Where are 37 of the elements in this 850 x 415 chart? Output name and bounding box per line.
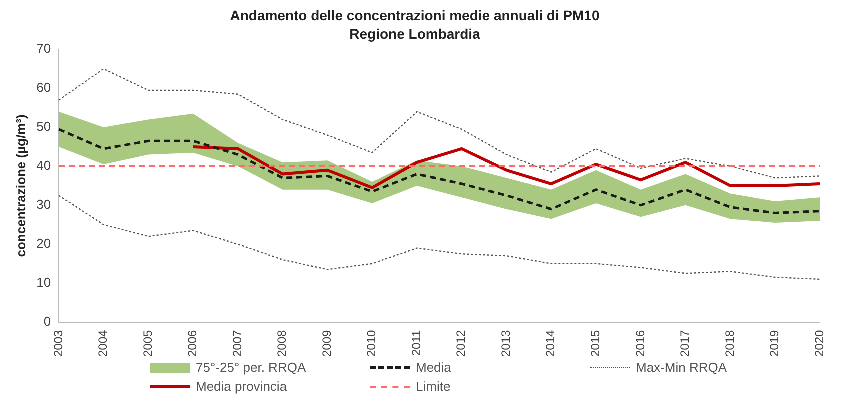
x-tick-label: 2004 [96, 330, 110, 358]
x-tick-label: 2005 [140, 330, 155, 358]
chart-title: Andamento delle concentrazioni medie annuali di PM10 [230, 7, 600, 24]
y-tick-label: 20 [36, 236, 52, 251]
x-tick-label: 2010 [364, 330, 379, 358]
y-tick-label: 0 [44, 314, 52, 329]
x-tick-label: 2003 [51, 330, 66, 358]
line-series [58, 128, 822, 214]
y-tick-label: 10 [36, 274, 52, 290]
x-tick-label: 2007 [230, 330, 244, 358]
x-tick-label: 2006 [186, 330, 200, 358]
x-tick-label: 2013 [498, 330, 513, 358]
legend-label: Limite [416, 379, 451, 394]
x-tick-label: 2017 [678, 330, 692, 358]
x-tick-label: 2014 [544, 330, 558, 358]
x-tick-label: 2019 [768, 330, 782, 358]
y-tick-label: 30 [36, 197, 52, 212]
line-series [58, 195, 821, 280]
legend-label: Media provincia [196, 379, 288, 394]
x-tick-label: 2015 [588, 330, 603, 358]
text: 75°-25° per. RRQA [196, 360, 306, 375]
x-tick-label: 2018 [722, 330, 737, 358]
x-tick-label: 2016 [633, 330, 648, 358]
legend-label: Media [416, 360, 452, 375]
chart-subtitle: Regione Lombardia [350, 26, 481, 42]
y-tick-label: 70 [36, 41, 52, 56]
x-tick-label: 2020 [812, 330, 826, 358]
legend-label: Max-Min RRQA [636, 360, 728, 375]
x-tick-label: 2009 [320, 330, 334, 358]
x-tick-label: 2011 [409, 330, 424, 356]
line-series [58, 68, 821, 179]
x-tick-label: 2012 [454, 330, 468, 358]
y-tick-label: 40 [36, 158, 52, 174]
y-tick-label: 60 [36, 80, 52, 96]
x-tick-label: 2008 [275, 330, 290, 358]
y-axis-title: concentrazione (µg/m³) [13, 114, 28, 258]
y-tick-label: 50 [36, 119, 52, 134]
